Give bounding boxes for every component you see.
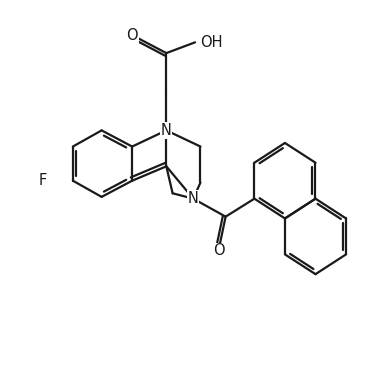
Text: O: O — [126, 28, 138, 43]
Text: O: O — [213, 243, 224, 258]
Text: N: N — [188, 191, 199, 206]
Text: OH: OH — [200, 35, 223, 50]
Text: N: N — [161, 123, 172, 138]
Text: F: F — [38, 173, 46, 188]
